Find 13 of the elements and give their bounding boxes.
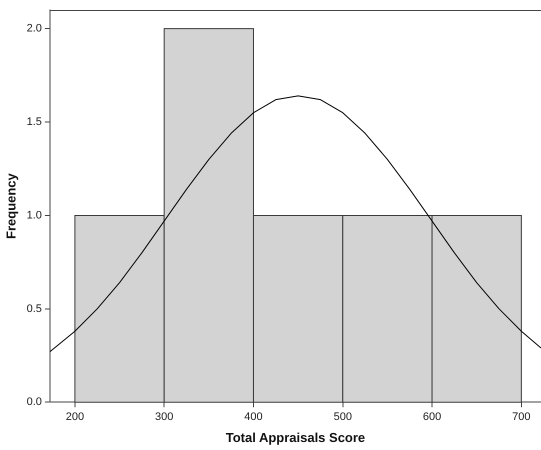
x-tick-label: 700 <box>512 410 531 423</box>
y-axis-title: Frequency <box>3 172 18 239</box>
x-axis-title: Total Appraisals Score <box>226 430 366 445</box>
x-tick-label: 600 <box>422 410 442 423</box>
y-tick-label: 2.0 <box>26 22 42 35</box>
x-tick-label: 400 <box>244 410 263 423</box>
y-tick-label: 1.5 <box>26 116 42 128</box>
x-tick-label: 500 <box>334 410 352 423</box>
y-tick-label: 0.5 <box>26 302 42 315</box>
x-tick-label: 300 <box>155 410 174 423</box>
y-tick-label: 1.0 <box>26 209 42 222</box>
x-tick-label: 200 <box>66 410 84 423</box>
y-tick-label: 0.0 <box>26 396 42 408</box>
